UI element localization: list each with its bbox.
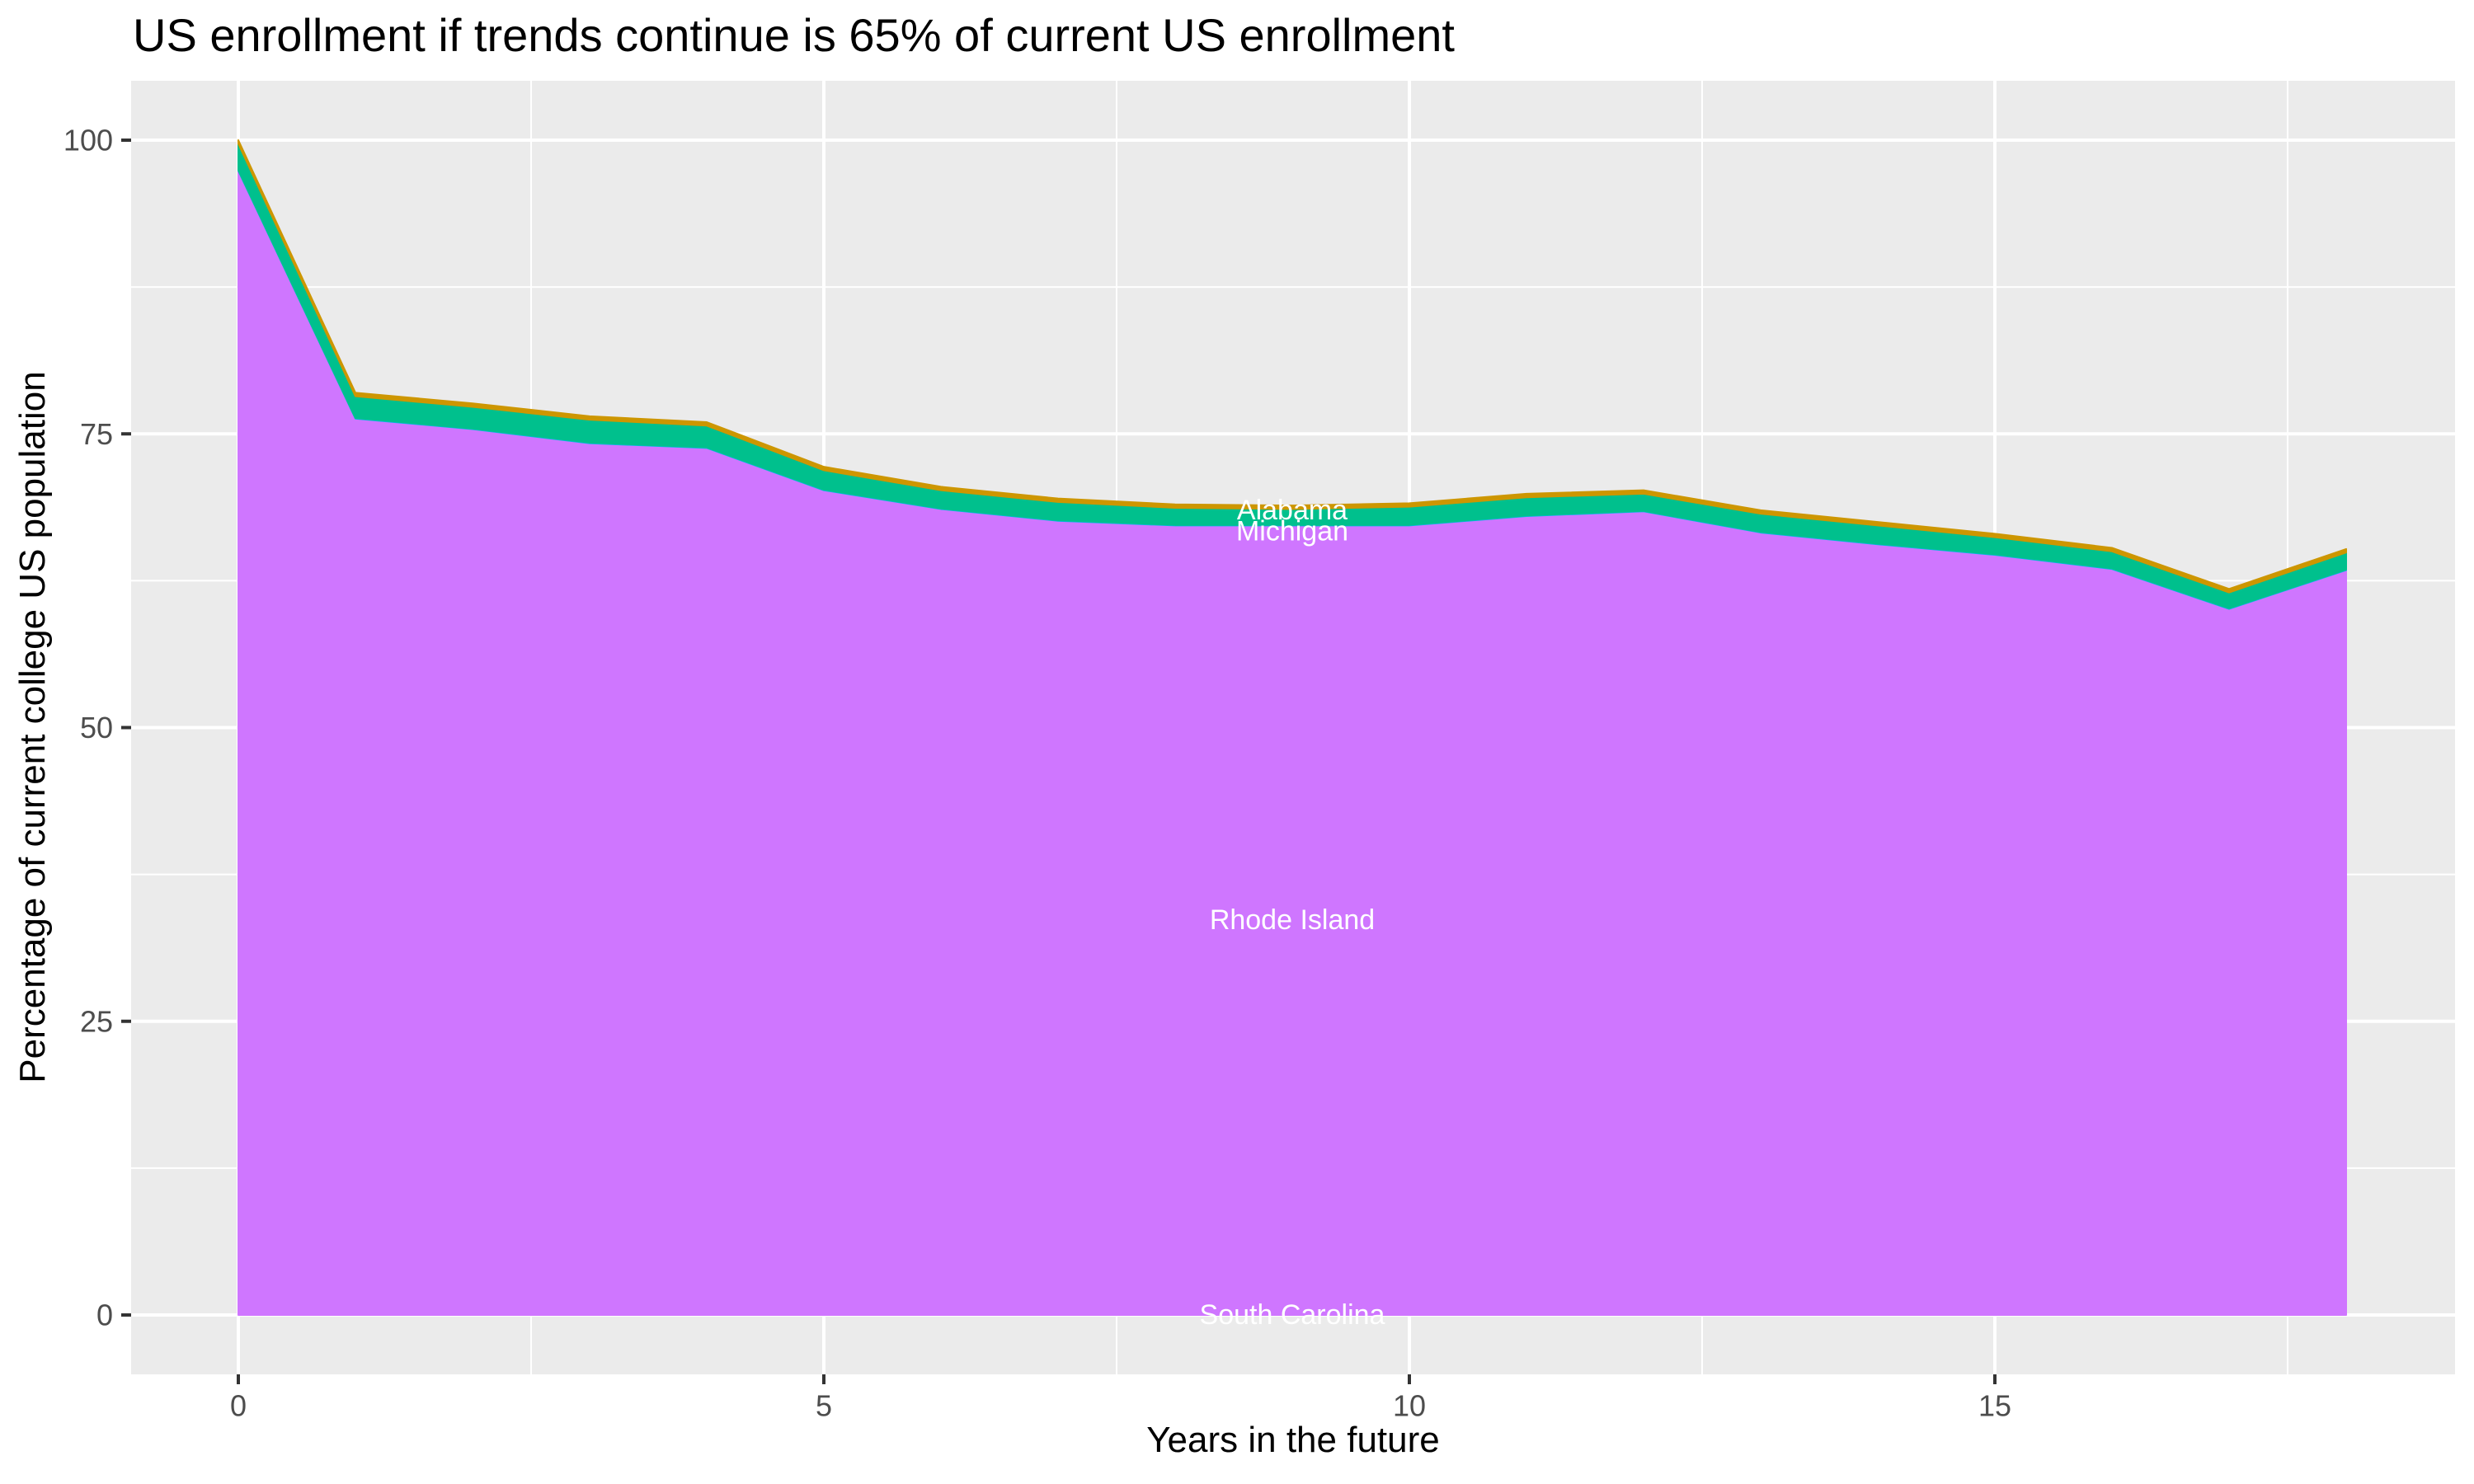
- y-axis: 0 25 50 75 100: [63, 124, 131, 1332]
- x-tick-label: 5: [816, 1389, 832, 1423]
- x-tick-label: 0: [230, 1389, 247, 1423]
- y-tick-label: 100: [63, 124, 113, 157]
- x-axis-title: Years in the future: [1146, 1420, 1440, 1460]
- x-axis: 0 5 10 15: [230, 1374, 2011, 1423]
- x-tick-label: 15: [1978, 1389, 2011, 1423]
- label-michigan: Michigan: [1236, 516, 1348, 547]
- y-tick-label: 75: [80, 417, 113, 451]
- label-rhode-island: Rhode Island: [1210, 904, 1375, 936]
- x-tick-label: 10: [1393, 1389, 1426, 1423]
- area-layers: [238, 139, 2347, 1316]
- y-tick-label: 50: [80, 711, 113, 744]
- y-tick-label: 0: [96, 1298, 113, 1332]
- y-tick-label: 25: [80, 1004, 113, 1038]
- area-alabama: [238, 139, 2347, 594]
- chart-title: US enrollment if trends continue is 65% …: [133, 9, 1455, 61]
- y-axis-title: Percentage of current college US populat…: [12, 371, 53, 1083]
- label-alabama: Alabama: [1237, 495, 1348, 526]
- label-south-carolina: South Carolina: [1200, 1299, 1385, 1331]
